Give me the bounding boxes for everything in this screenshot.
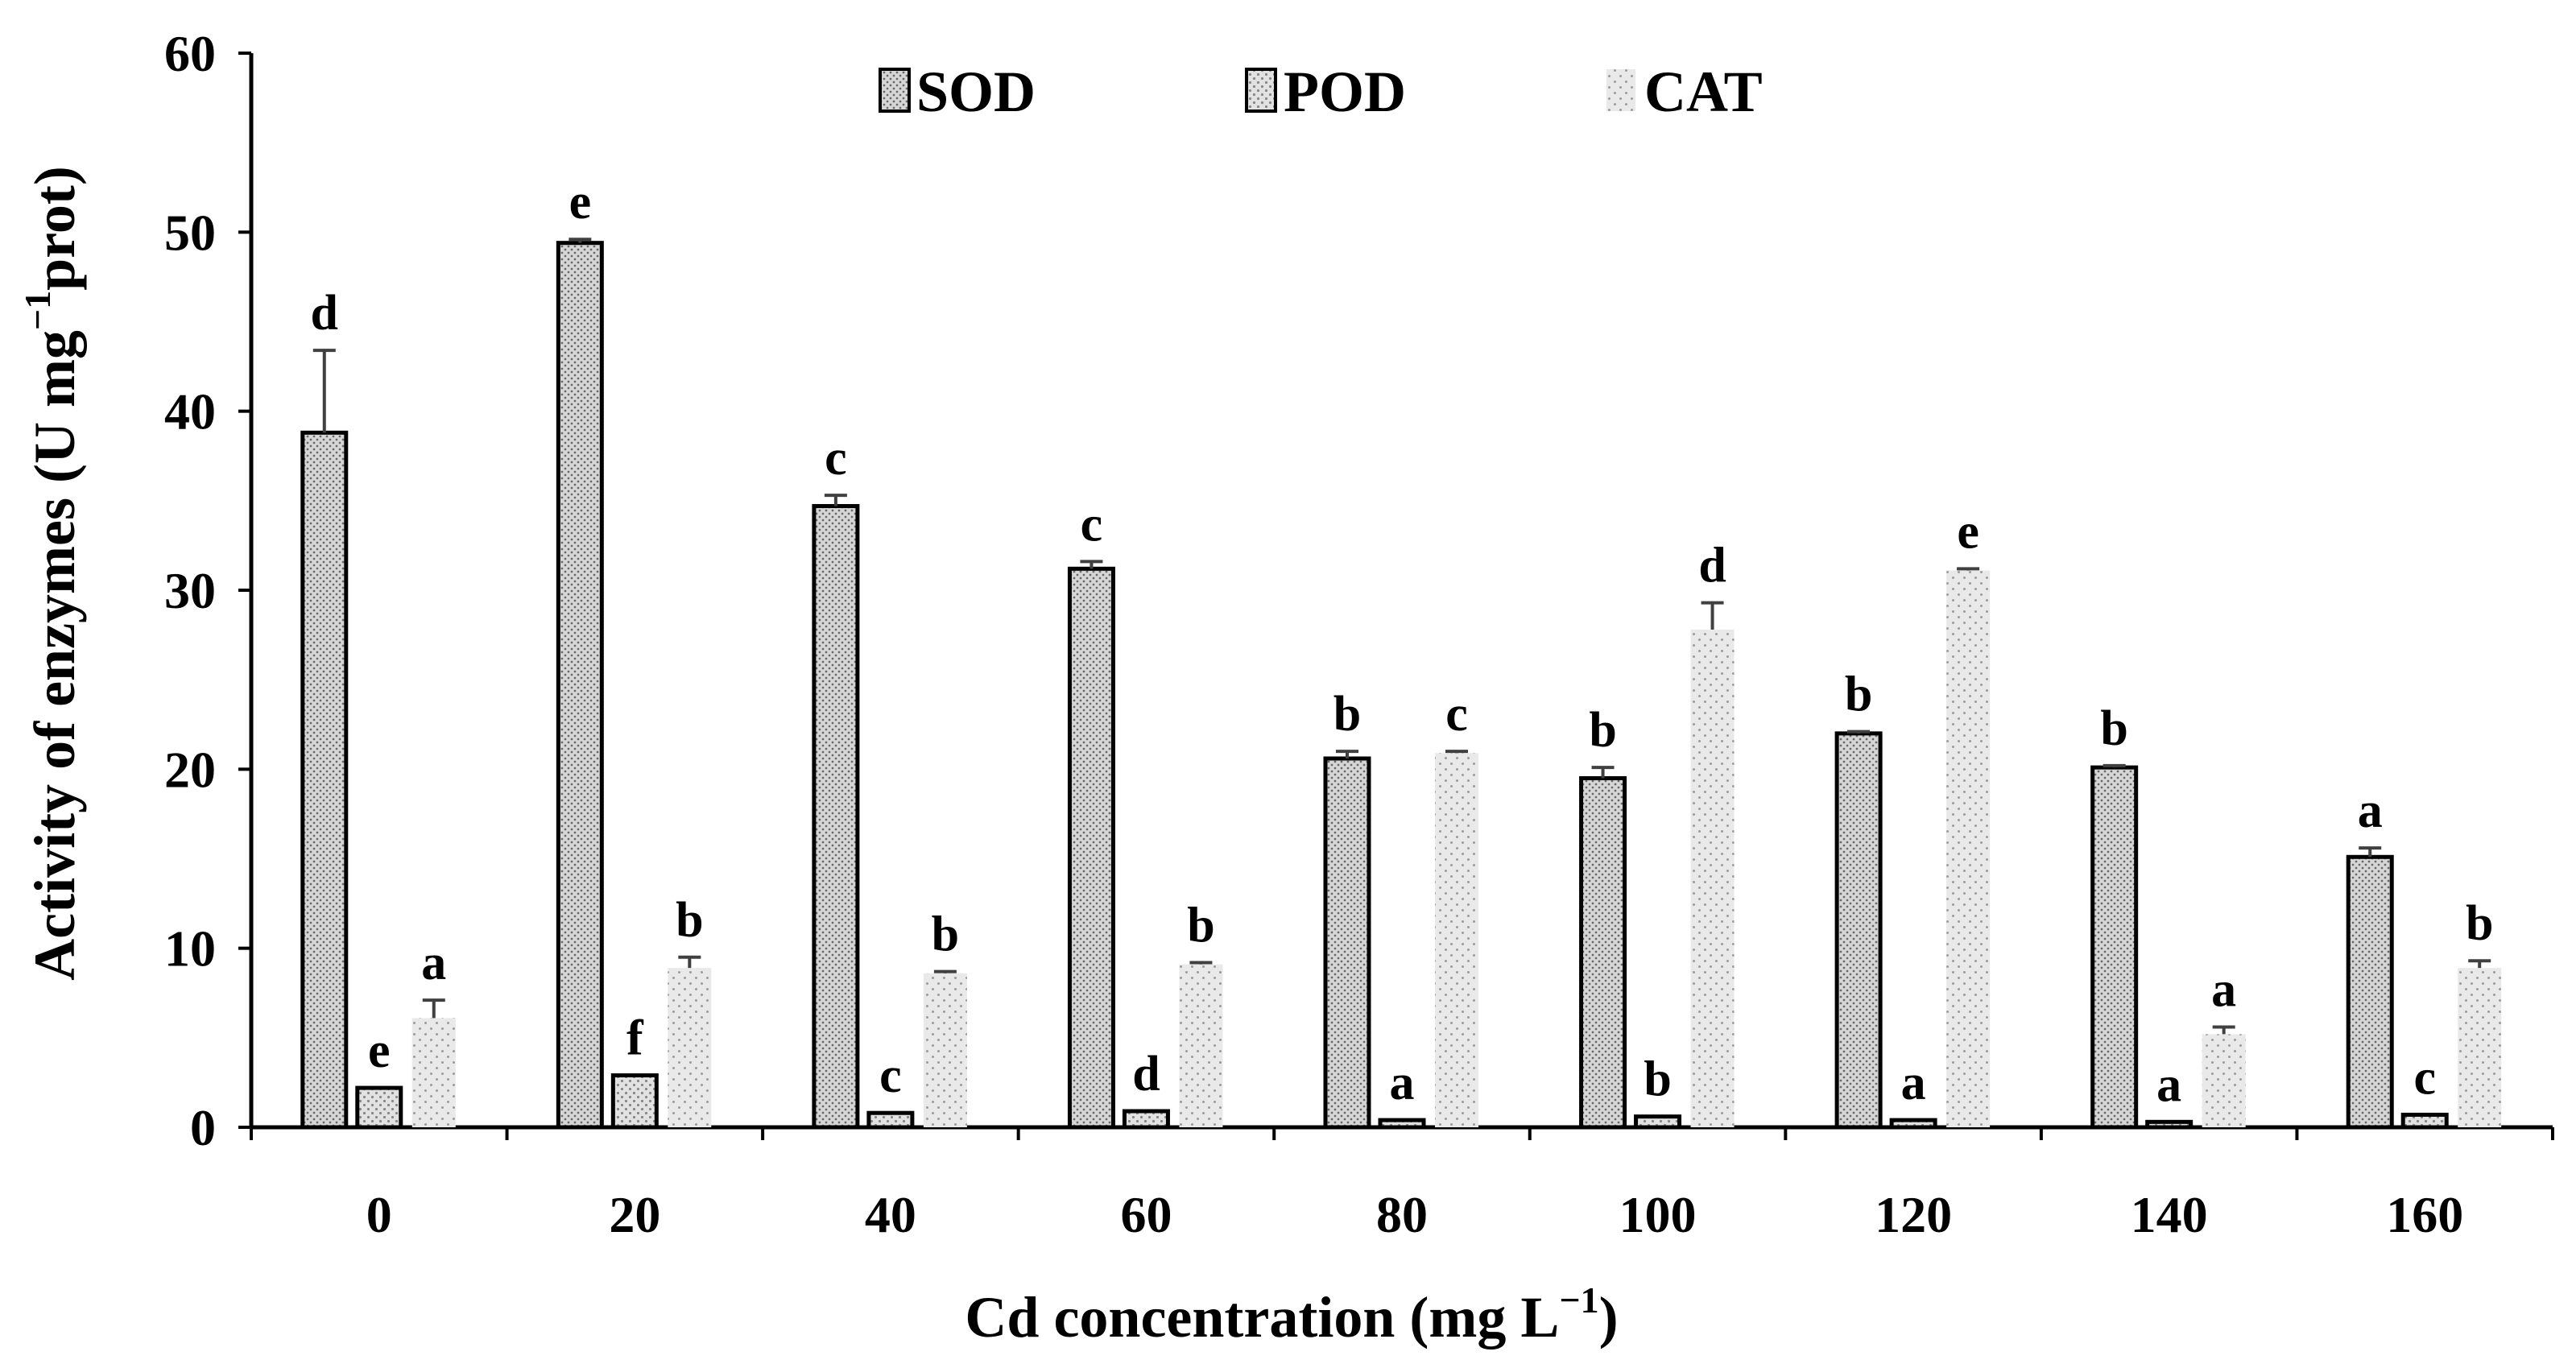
bar-sod bbox=[556, 241, 604, 1130]
bar-pod bbox=[866, 1110, 915, 1130]
bar-sod bbox=[812, 504, 860, 1130]
x-tick-label: 0 bbox=[366, 1186, 392, 1243]
significance-letter-pod: a bbox=[2156, 1057, 2181, 1112]
significance-letter-pod: f bbox=[626, 1011, 644, 1066]
bar-pod bbox=[1634, 1114, 1682, 1130]
x-axis-title-sup: −1 bbox=[1559, 1279, 1598, 1321]
y-tick-label: 20 bbox=[164, 741, 216, 798]
bar-sod bbox=[300, 430, 349, 1130]
legend-swatch-pod bbox=[1245, 68, 1277, 113]
bar-sod bbox=[1067, 566, 1115, 1130]
y-axis-title-sup: −1 bbox=[17, 291, 58, 330]
bar-sod bbox=[1323, 756, 1371, 1130]
significance-letter-pod: c bbox=[879, 1048, 902, 1103]
bar-pod bbox=[1889, 1118, 1937, 1130]
significance-letter-cat: d bbox=[1698, 539, 1726, 593]
y-axis-title-text: Activity of enzymes (U mg bbox=[23, 330, 87, 981]
y-tick-label: 10 bbox=[164, 920, 216, 978]
significance-letter-cat: c bbox=[1445, 687, 1468, 742]
bar-sod bbox=[1834, 731, 1883, 1130]
significance-letter-sod: b bbox=[1845, 668, 1872, 722]
significance-letter-sod: c bbox=[1081, 497, 1103, 552]
significance-letter-pod: a bbox=[1901, 1056, 1926, 1110]
y-axis-title-suffix: prot) bbox=[23, 166, 87, 291]
bar-cat bbox=[2458, 968, 2502, 1127]
bar-cat bbox=[668, 968, 712, 1127]
significance-letter-sod: a bbox=[2358, 783, 2383, 838]
significance-letter-cat: b bbox=[2466, 896, 2493, 951]
bar-cat bbox=[1435, 753, 1478, 1127]
significance-letter-cat: b bbox=[676, 893, 703, 948]
x-axis-title-suffix: ) bbox=[1599, 1285, 1619, 1350]
bar-sod bbox=[1579, 775, 1627, 1130]
x-tick-label: 60 bbox=[1120, 1186, 1172, 1243]
significance-letter-cat: a bbox=[2211, 962, 2236, 1017]
x-axis-title-text: Cd concentration (mg L bbox=[965, 1285, 1559, 1350]
significance-letter-cat: b bbox=[1187, 898, 1214, 953]
y-tick-label: 30 bbox=[164, 562, 216, 619]
legend-swatch-cat bbox=[1606, 69, 1635, 111]
x-tick-label: 80 bbox=[1376, 1186, 1428, 1243]
x-axis-title: Cd concentration (mg L−1) bbox=[965, 1279, 1618, 1350]
x-tick-label: 120 bbox=[1875, 1186, 1952, 1243]
bar-pod bbox=[2400, 1112, 2449, 1130]
significance-letter-pod: e bbox=[368, 1023, 391, 1078]
significance-letter-pod: c bbox=[2413, 1050, 2436, 1105]
bar-pod bbox=[1378, 1118, 1426, 1130]
x-tick-label: 40 bbox=[865, 1186, 916, 1243]
bar-sod bbox=[2346, 854, 2394, 1130]
legend-label-sod: SOD bbox=[916, 60, 1036, 124]
bar-pod bbox=[610, 1073, 659, 1130]
significance-letter-pod: d bbox=[1132, 1047, 1160, 1102]
legend-label-cat: CAT bbox=[1644, 60, 1763, 124]
y-tick-label: 50 bbox=[164, 204, 216, 261]
significance-letter-pod: b bbox=[1644, 1052, 1671, 1107]
significance-letter-sod: d bbox=[311, 286, 338, 341]
bar-cat bbox=[2202, 1034, 2246, 1127]
x-tick-label: 140 bbox=[2131, 1186, 2208, 1243]
legend-label-pod: POD bbox=[1284, 60, 1406, 124]
bar-pod bbox=[355, 1085, 403, 1130]
bar-cat bbox=[1946, 570, 1991, 1127]
x-tick-label: 100 bbox=[1619, 1186, 1697, 1243]
significance-letter-sod: b bbox=[1589, 703, 1616, 758]
x-tick-label: 160 bbox=[2386, 1186, 2463, 1243]
significance-letter-cat: e bbox=[1957, 504, 1979, 559]
significance-letter-pod: a bbox=[1390, 1056, 1415, 1110]
bar-cat bbox=[1690, 629, 1735, 1127]
y-tick-label: 40 bbox=[164, 383, 216, 440]
bar-cat bbox=[923, 973, 967, 1127]
significance-letter-cat: a bbox=[421, 936, 446, 990]
significance-letter-sod: b bbox=[2100, 701, 2127, 756]
bar-cat bbox=[1179, 964, 1223, 1127]
legend-swatch-sod bbox=[879, 68, 911, 113]
significance-letter-cat: b bbox=[932, 907, 959, 962]
bars bbox=[300, 238, 2502, 1130]
x-tick-label: 20 bbox=[609, 1186, 660, 1243]
significance-letter-sod: e bbox=[569, 175, 592, 229]
bar-sod bbox=[2090, 765, 2139, 1130]
bar-pod bbox=[2145, 1119, 2194, 1130]
bar-pod bbox=[1122, 1109, 1170, 1130]
legend: SOD POD CAT bbox=[879, 60, 1763, 124]
significance-letter-sod: b bbox=[1333, 687, 1361, 742]
bar-cat bbox=[411, 1018, 456, 1127]
y-tick-label: 60 bbox=[164, 25, 216, 82]
significance-letter-sod: c bbox=[825, 431, 847, 486]
y-axis-title: Activity of enzymes (U mg−1prot) bbox=[17, 166, 87, 981]
y-tick-label: 0 bbox=[190, 1099, 216, 1156]
